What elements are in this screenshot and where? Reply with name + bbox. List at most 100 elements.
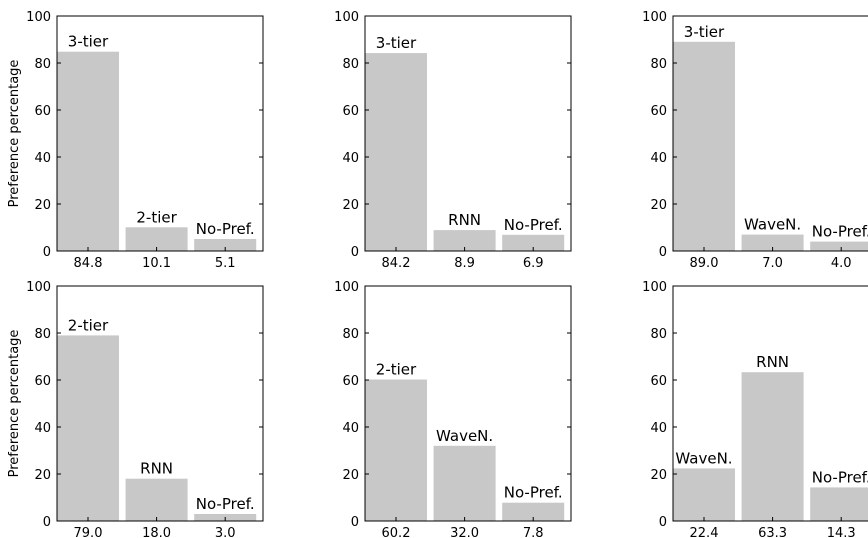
- y-tick-label: 80: [342, 327, 359, 342]
- bar-label: RNN: [140, 460, 173, 478]
- x-tick-label: 32.0: [450, 526, 479, 538]
- bar: [810, 241, 868, 251]
- y-tick-label: 20: [650, 198, 667, 213]
- x-tick-label: 89.0: [690, 256, 719, 271]
- bar: [502, 502, 565, 521]
- y-tick-label: 20: [650, 468, 667, 483]
- bar: [57, 335, 119, 521]
- y-tick-label: 40: [342, 421, 359, 436]
- y-tick-label: 100: [26, 10, 51, 25]
- y-tick-label: 0: [659, 515, 667, 530]
- bar: [673, 468, 735, 521]
- y-tick-label: 20: [342, 468, 359, 483]
- x-tick-label: 5.1: [215, 256, 236, 271]
- bar-label: WaveN.: [675, 449, 732, 467]
- bar-label: No-Pref.: [504, 216, 563, 234]
- y-tick-label: 80: [650, 57, 667, 72]
- bar-label: WaveN.: [436, 427, 493, 445]
- y-tick-label: 0: [43, 515, 51, 530]
- y-tick-label: 100: [334, 280, 359, 295]
- y-tick-label: 0: [43, 245, 51, 260]
- bar: [125, 478, 188, 521]
- y-tick-label: 40: [34, 151, 51, 166]
- bar: [741, 372, 804, 521]
- y-tick-label: 40: [342, 151, 359, 166]
- y-tick-label: 40: [650, 151, 667, 166]
- bar: [125, 227, 188, 251]
- y-tick-label: 80: [34, 57, 51, 72]
- bar: [194, 239, 257, 251]
- bar-label: No-Pref.: [812, 223, 868, 241]
- y-tick-label: 60: [34, 374, 51, 389]
- y-tick-label: 60: [650, 104, 667, 119]
- bar-label: No-Pref.: [504, 484, 563, 502]
- x-tick-label: 3.0: [215, 526, 236, 538]
- bar: [673, 41, 735, 251]
- x-tick-label: 4.0: [831, 256, 852, 271]
- axes-frame: [364, 285, 572, 522]
- x-tick-label: 7.8: [523, 526, 544, 538]
- y-tick-label: 60: [650, 374, 667, 389]
- bar: [502, 234, 565, 251]
- x-tick-label: 14.3: [827, 526, 856, 538]
- x-tick-label: 10.1: [142, 256, 171, 271]
- bar-label: RNN: [756, 353, 789, 371]
- bar-label: No-Pref.: [812, 468, 868, 486]
- y-tick-label: 80: [342, 57, 359, 72]
- chart-panel-5: 2-tier 60.2 WaveN. 32.0 No-Pref. 7.8 0 20 40 60 80…: [334, 280, 572, 538]
- y-tick-label: 20: [34, 198, 51, 213]
- y-tick-label: 80: [34, 327, 51, 342]
- y-tick-label: 20: [342, 198, 359, 213]
- bar-label: 3-tier: [684, 23, 725, 41]
- bar-label: 2-tier: [376, 361, 417, 379]
- y-tick-label: 100: [642, 280, 667, 295]
- x-tick-label: 84.8: [74, 256, 103, 271]
- chart-panel-6: WaveN. 22.4 RNN 63.3 No-Pref. 14.3 0 20 40 60 80 10…: [642, 280, 868, 538]
- y-tick-label: 40: [34, 421, 51, 436]
- x-tick-label: 7.0: [762, 256, 783, 271]
- x-tick-label: 60.2: [382, 526, 411, 538]
- x-tick-label: 22.4: [690, 526, 719, 538]
- bar-label: 3-tier: [68, 33, 109, 51]
- bar: [365, 53, 427, 251]
- bar-label: No-Pref.: [196, 495, 255, 513]
- axes-frame: [672, 285, 868, 522]
- x-tick-label: 6.9: [523, 256, 544, 271]
- bar: [57, 51, 119, 252]
- y-tick-label: 0: [351, 245, 359, 260]
- bar: [741, 234, 804, 251]
- y-tick-label: 60: [342, 374, 359, 389]
- bar-label: No-Pref.: [196, 220, 255, 238]
- y-tick-label: 60: [342, 104, 359, 119]
- axes-frame: [364, 15, 572, 252]
- chart-panel-4: 2-tier 79.0 RNN 18.0 No-Pref. 3.0 0 20 40 60 80 100…: [7, 280, 264, 538]
- y-tick-label: 100: [642, 10, 667, 25]
- bar: [433, 445, 496, 521]
- y-tick-label: 20: [34, 468, 51, 483]
- bar: [810, 487, 868, 521]
- bar-label: RNN: [448, 211, 481, 229]
- y-axis-label: Preference percentage: [7, 330, 22, 478]
- bar-label: 2-tier: [68, 316, 109, 334]
- bar-label: 3-tier: [376, 34, 417, 52]
- chart-panel-3: 3-tier 89.0 WaveN. 7.0 No-Pref. 4.0 0 20 40 60 80 1…: [642, 10, 868, 271]
- y-tick-label: 0: [351, 515, 359, 530]
- chart-panel-2: 3-tier 84.2 RNN 8.9 No-Pref. 6.9 0 20 40 60 80 100: [334, 10, 572, 271]
- y-tick-label: 0: [659, 245, 667, 260]
- y-axis-label: Preference percentage: [7, 60, 22, 208]
- x-tick-label: 79.0: [74, 526, 103, 538]
- y-tick-label: 100: [26, 280, 51, 295]
- chart-panel-1: 3-tier 84.8 2-tier 10.1 No-Pref. 5.1 0 20 40 60 80…: [7, 10, 264, 271]
- x-tick-label: 84.2: [382, 256, 411, 271]
- x-tick-label: 8.9: [454, 256, 475, 271]
- y-tick-label: 100: [334, 10, 359, 25]
- x-tick-label: 63.3: [758, 526, 787, 538]
- bar-label: WaveN.: [744, 216, 801, 234]
- y-tick-label: 80: [650, 327, 667, 342]
- bar-label: 2-tier: [136, 208, 177, 226]
- axes-frame: [56, 15, 264, 252]
- y-tick-label: 40: [650, 421, 667, 436]
- x-tick-label: 18.0: [142, 526, 171, 538]
- axes-frame: [56, 285, 264, 522]
